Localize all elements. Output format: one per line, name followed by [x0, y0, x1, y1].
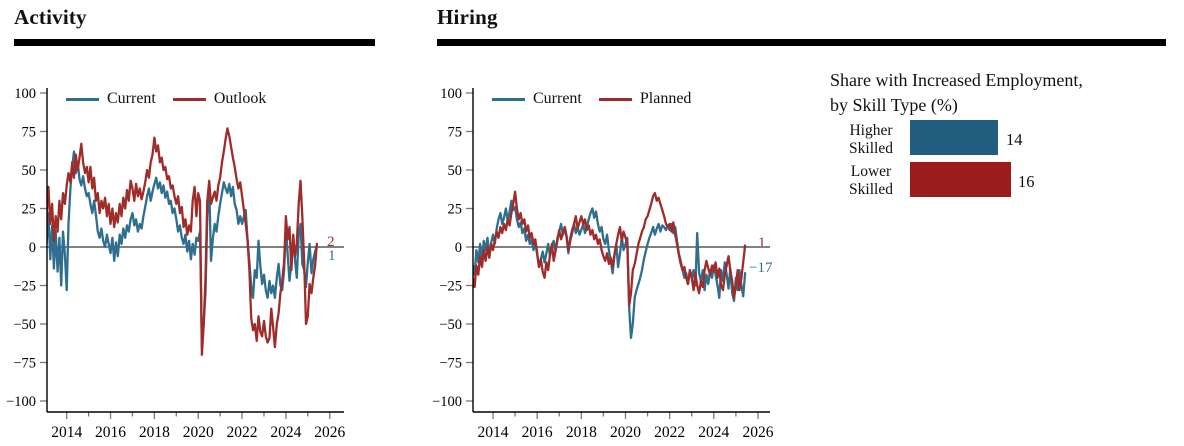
- skill-bar-value-lower: 16: [1018, 172, 1035, 191]
- svg-text:−25: −25: [439, 279, 462, 295]
- svg-text:2016: 2016: [522, 424, 553, 441]
- svg-text:−25: −25: [13, 279, 36, 295]
- svg-text:25: 25: [22, 202, 37, 218]
- hiring-current-end-label: −17: [749, 260, 773, 276]
- svg-text:2018: 2018: [139, 424, 170, 441]
- svg-text:2016: 2016: [95, 424, 126, 441]
- svg-text:2024: 2024: [270, 424, 301, 441]
- activity-legend-current-label: Current: [107, 90, 156, 107]
- svg-text:100: 100: [440, 86, 462, 102]
- hiring-legend-planned-label: Planned: [639, 90, 692, 107]
- activity-legend: Current Outlook: [66, 90, 283, 108]
- skill-bar-higher-skilled: [910, 120, 999, 155]
- svg-text:75: 75: [448, 125, 463, 141]
- activity-legend-current-swatch: [66, 97, 99, 101]
- svg-text:2018: 2018: [566, 424, 597, 441]
- svg-text:2020: 2020: [610, 424, 641, 441]
- svg-text:2014: 2014: [51, 424, 82, 441]
- skill-chart-title-line2: by Skill Type (%): [830, 95, 958, 115]
- hiring-line-chart: −100 −75 −50 −25 0 25 50 75 100 2014 2016 2018 2020 2…: [432, 86, 774, 441]
- svg-text:2022: 2022: [227, 424, 258, 441]
- skill-bar-value-higher: 14: [1006, 130, 1023, 149]
- svg-text:100: 100: [14, 86, 36, 102]
- activity-current-end-label: 1: [328, 248, 336, 264]
- hiring-legend-planned-swatch: [598, 97, 632, 101]
- svg-text:2022: 2022: [654, 424, 685, 441]
- activity-outlook-end-label: 2: [327, 234, 335, 250]
- svg-text:−100: −100: [6, 394, 36, 410]
- activity-legend-outlook-label: Outlook: [213, 90, 267, 107]
- svg-text:50: 50: [22, 163, 37, 179]
- hiring-header-rule: [437, 39, 1166, 46]
- svg-text:−75: −75: [439, 356, 462, 372]
- hiring-planned-end-label: 1: [758, 235, 766, 251]
- skill-bar-lower-skilled: [910, 162, 1011, 197]
- svg-text:2014: 2014: [478, 424, 509, 441]
- svg-text:−50: −50: [439, 317, 462, 333]
- svg-text:2024: 2024: [698, 424, 729, 441]
- svg-text:−75: −75: [13, 356, 36, 372]
- svg-text:2026: 2026: [314, 424, 345, 441]
- activity-header-rule: [14, 39, 375, 46]
- activity-panel-title: Activity: [14, 5, 87, 29]
- activity-legend-outlook-swatch: [172, 97, 206, 101]
- svg-text:50: 50: [448, 163, 463, 179]
- svg-text:75: 75: [22, 125, 37, 141]
- hiring-panel-title: Hiring: [437, 5, 498, 29]
- svg-text:−50: −50: [13, 317, 36, 333]
- svg-text:2020: 2020: [183, 424, 214, 441]
- svg-text:−100: −100: [432, 394, 462, 410]
- skill-bar-label-lower: Lower Skilled: [849, 163, 893, 198]
- hiring-legend-current-swatch: [492, 97, 525, 101]
- hiring-legend-current-label: Current: [533, 90, 582, 107]
- skill-chart-title: Share with Increased Employment, by Skil…: [830, 68, 1083, 118]
- skill-bar-label-higher: Higher Skilled: [849, 122, 893, 157]
- activity-line-chart: −100 −75 −50 −25 0 25 50 75 100 2014 2016 2018 2020 2…: [6, 86, 345, 441]
- skill-chart-title-line1: Share with Increased Employment,: [830, 70, 1083, 90]
- svg-text:0: 0: [455, 240, 462, 256]
- svg-text:0: 0: [29, 240, 36, 256]
- svg-text:2026: 2026: [742, 424, 773, 441]
- hiring-legend: Current Planned: [492, 90, 708, 108]
- svg-text:25: 25: [448, 202, 463, 218]
